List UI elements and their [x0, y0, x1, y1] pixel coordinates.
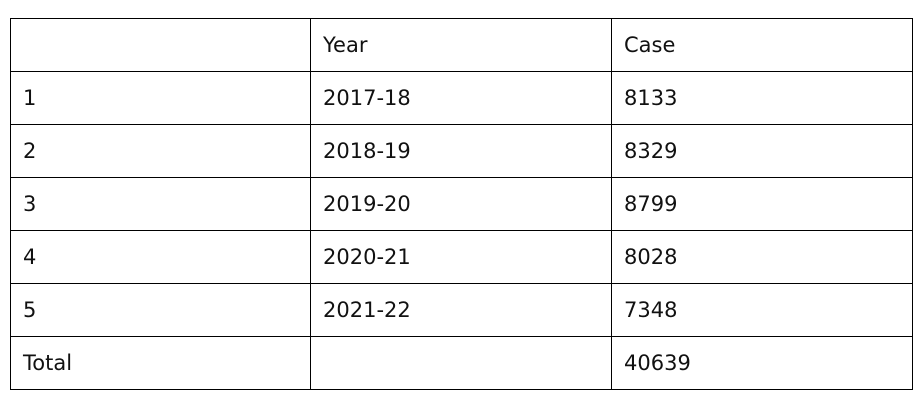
header-row: Year Case	[10, 18, 913, 72]
table-cell: 8329	[611, 124, 913, 178]
table-cell: 8799	[611, 177, 913, 231]
table-cell: 8028	[611, 230, 913, 284]
table-cell: 3	[10, 177, 311, 231]
table-row: 3 2019-20 8799	[10, 177, 913, 231]
table-cell: 2017-18	[310, 71, 612, 125]
table-cell: 2021-22	[310, 283, 612, 337]
total-label: Total	[10, 336, 311, 390]
table-cell: 5	[10, 283, 311, 337]
table-body: Year Case 1 2017-18 8133 2 2018-19 8329 3 2019-…	[10, 18, 913, 390]
header-cell: Year	[310, 18, 612, 72]
table-row: 5 2021-22 7348	[10, 283, 913, 337]
table-cell: 2020-21	[310, 230, 612, 284]
table-row: 1 2017-18 8133	[10, 71, 913, 125]
table-row: 4 2020-21 8028	[10, 230, 913, 284]
table-cell	[310, 336, 612, 390]
table-cell: 2019-20	[310, 177, 612, 231]
header-cell: Case	[611, 18, 913, 72]
data-table: Year Case 1 2017-18 8133 2 2018-19 8329 3 2019-…	[10, 18, 913, 390]
table-cell: 2	[10, 124, 311, 178]
header-cell	[10, 18, 311, 72]
table-cell: 4	[10, 230, 311, 284]
table-cell: 1	[10, 71, 311, 125]
total-row: Total 40639	[10, 336, 913, 390]
table-cell: 8133	[611, 71, 913, 125]
total-value: 40639	[611, 336, 913, 390]
table-row: 2 2018-19 8329	[10, 124, 913, 178]
table-cell: 2018-19	[310, 124, 612, 178]
table-cell: 7348	[611, 283, 913, 337]
